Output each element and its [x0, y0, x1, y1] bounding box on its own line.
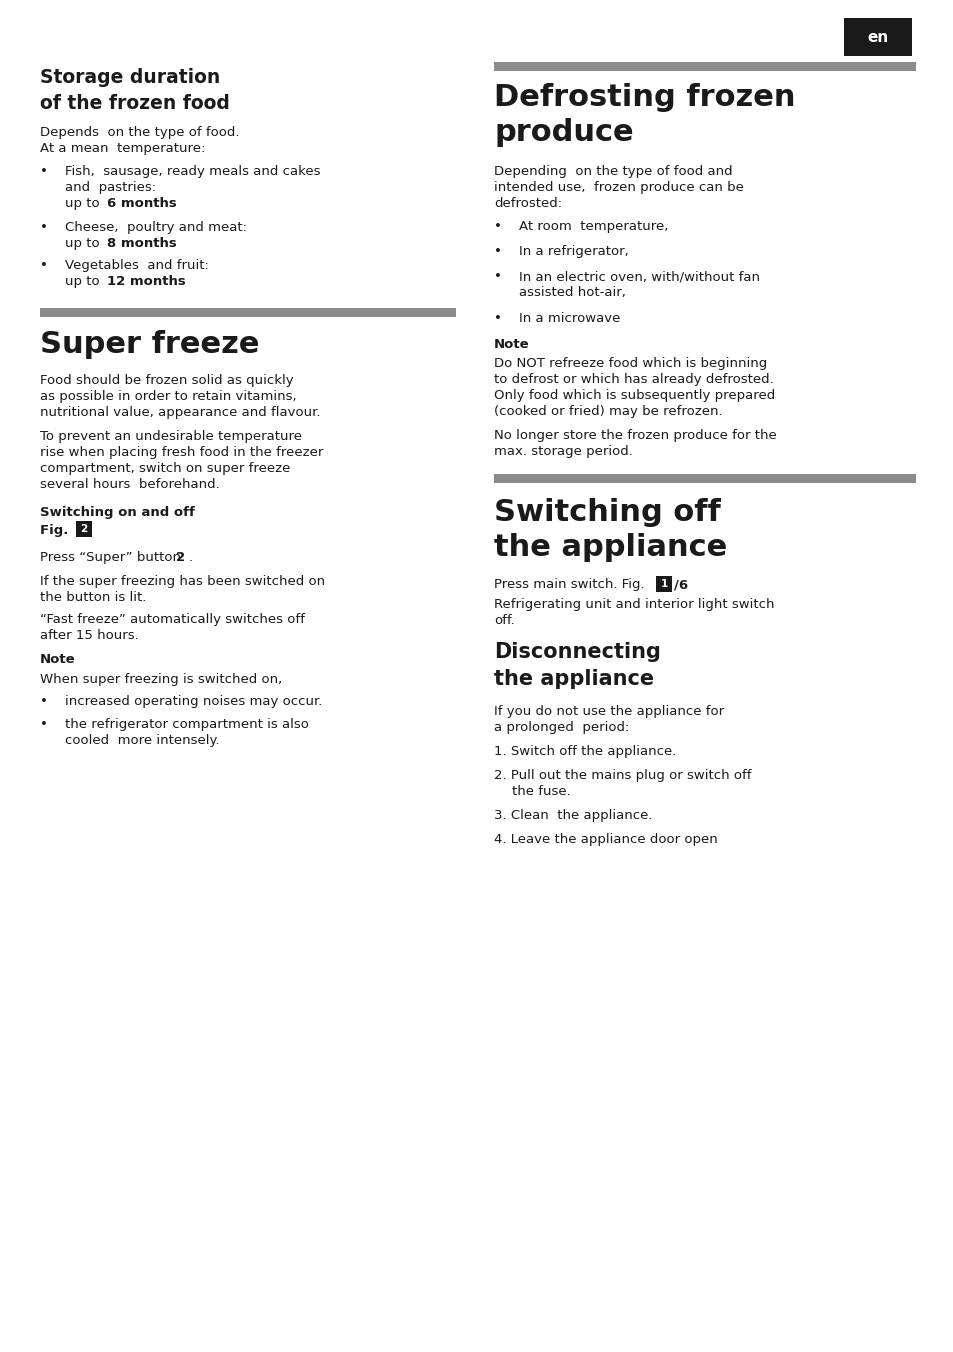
Bar — [40, 308, 456, 316]
Text: max. storage period.: max. storage period. — [494, 445, 633, 458]
Text: Refrigerating unit and interior light switch: Refrigerating unit and interior light sw… — [494, 598, 774, 611]
Text: /6: /6 — [674, 579, 687, 591]
Text: assisted hot-air,: assisted hot-air, — [518, 287, 625, 299]
Text: nutritional value, appearance and flavour.: nutritional value, appearance and flavou… — [40, 406, 320, 419]
Text: •: • — [494, 245, 501, 258]
Text: Vegetables  and fruit:: Vegetables and fruit: — [65, 260, 209, 272]
Text: the fuse.: the fuse. — [512, 786, 570, 798]
Text: •: • — [494, 220, 501, 233]
Text: Disconnecting: Disconnecting — [494, 642, 660, 662]
Text: as possible in order to retain vitamins,: as possible in order to retain vitamins, — [40, 389, 296, 403]
Text: up to: up to — [65, 274, 104, 288]
Text: several hours  beforehand.: several hours beforehand. — [40, 479, 219, 491]
Text: Fish,  sausage, ready meals and cakes: Fish, sausage, ready meals and cakes — [65, 165, 320, 178]
Text: 1. Switch off the appliance.: 1. Switch off the appliance. — [494, 745, 676, 758]
Text: cooled  more intensely.: cooled more intensely. — [65, 734, 219, 748]
Text: 2: 2 — [80, 525, 88, 534]
Text: Super freeze: Super freeze — [40, 330, 259, 360]
Text: intended use,  frozen produce can be: intended use, frozen produce can be — [494, 181, 743, 193]
Bar — [494, 62, 915, 72]
Text: the button is lit.: the button is lit. — [40, 591, 147, 604]
Text: At a mean  temperature:: At a mean temperature: — [40, 142, 205, 155]
Text: If the super freezing has been switched on: If the super freezing has been switched … — [40, 575, 325, 588]
Text: produce: produce — [494, 118, 633, 147]
Text: •: • — [494, 312, 501, 324]
Bar — [843, 18, 911, 55]
Text: the appliance: the appliance — [494, 533, 726, 562]
Text: Note: Note — [40, 653, 75, 667]
Bar — [76, 521, 92, 537]
Text: Note: Note — [494, 338, 529, 352]
Text: (cooked or fried) may be refrozen.: (cooked or fried) may be refrozen. — [494, 406, 722, 418]
Text: Only food which is subsequently prepared: Only food which is subsequently prepared — [494, 389, 775, 402]
Text: •: • — [40, 165, 48, 178]
Text: 1: 1 — [659, 579, 667, 589]
Text: up to: up to — [65, 197, 104, 210]
Text: No longer store the frozen produce for the: No longer store the frozen produce for t… — [494, 429, 776, 442]
Text: increased operating noises may occur.: increased operating noises may occur. — [65, 695, 322, 708]
Text: Food should be frozen solid as quickly: Food should be frozen solid as quickly — [40, 375, 294, 387]
Text: the refrigerator compartment is also: the refrigerator compartment is also — [65, 718, 309, 731]
Text: Fig.: Fig. — [40, 525, 73, 537]
Text: 4. Leave the appliance door open: 4. Leave the appliance door open — [494, 833, 718, 846]
Text: 3. Clean  the appliance.: 3. Clean the appliance. — [494, 808, 652, 822]
Text: and  pastries:: and pastries: — [65, 181, 156, 193]
Text: Switching on and off: Switching on and off — [40, 506, 194, 519]
Text: •: • — [40, 220, 48, 234]
Text: •: • — [40, 260, 48, 272]
Text: Do NOT refreeze food which is beginning: Do NOT refreeze food which is beginning — [494, 357, 766, 370]
Text: defrosted:: defrosted: — [494, 197, 561, 210]
Text: •: • — [494, 270, 501, 283]
Text: Press main switch. Fig.: Press main switch. Fig. — [494, 579, 648, 591]
Text: 12 months: 12 months — [107, 274, 186, 288]
Text: In a microwave: In a microwave — [518, 312, 619, 324]
Text: a prolonged  period:: a prolonged period: — [494, 721, 629, 734]
Text: en: en — [866, 30, 887, 45]
Bar — [656, 576, 672, 592]
Text: When super freezing is switched on,: When super freezing is switched on, — [40, 673, 282, 685]
Text: .: . — [189, 552, 193, 564]
Text: Switching off: Switching off — [494, 498, 720, 527]
Text: compartment, switch on super freeze: compartment, switch on super freeze — [40, 462, 290, 475]
Text: after 15 hours.: after 15 hours. — [40, 629, 139, 642]
Text: to defrost or which has already defrosted.: to defrost or which has already defroste… — [494, 373, 773, 387]
Bar — [494, 475, 915, 483]
Text: 8 months: 8 months — [107, 237, 176, 250]
Text: •: • — [40, 718, 48, 731]
Text: “Fast freeze” automatically switches off: “Fast freeze” automatically switches off — [40, 612, 305, 626]
Text: of the frozen food: of the frozen food — [40, 95, 230, 114]
Text: off.: off. — [494, 614, 515, 627]
Text: To prevent an undesirable temperature: To prevent an undesirable temperature — [40, 430, 302, 443]
Text: Depending  on the type of food and: Depending on the type of food and — [494, 165, 732, 178]
Text: 2: 2 — [176, 552, 185, 564]
Text: At room  temperature,: At room temperature, — [518, 220, 668, 233]
Text: Storage duration: Storage duration — [40, 68, 220, 87]
Text: 2. Pull out the mains plug or switch off: 2. Pull out the mains plug or switch off — [494, 769, 751, 781]
Text: Defrosting frozen: Defrosting frozen — [494, 82, 795, 112]
Text: Cheese,  poultry and meat:: Cheese, poultry and meat: — [65, 220, 247, 234]
Text: Depends  on the type of food.: Depends on the type of food. — [40, 126, 239, 139]
Text: rise when placing fresh food in the freezer: rise when placing fresh food in the free… — [40, 446, 323, 458]
Text: Press “Super” button: Press “Super” button — [40, 552, 185, 564]
Text: the appliance: the appliance — [494, 669, 654, 690]
Text: 6 months: 6 months — [107, 197, 176, 210]
Text: In an electric oven, with/without fan: In an electric oven, with/without fan — [518, 270, 760, 283]
Text: up to: up to — [65, 237, 104, 250]
Text: If you do not use the appliance for: If you do not use the appliance for — [494, 704, 723, 718]
Text: In a refrigerator,: In a refrigerator, — [518, 245, 628, 258]
Text: •: • — [40, 695, 48, 708]
